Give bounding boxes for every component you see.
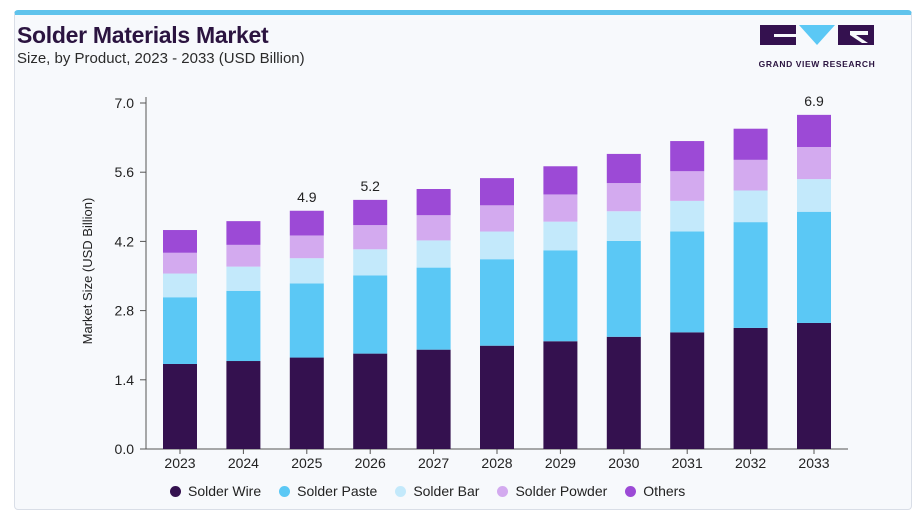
bar-segment — [416, 189, 451, 216]
x-tick-label: 2025 — [291, 455, 322, 471]
bar-segment — [163, 273, 197, 298]
chart-subtitle: Size, by Product, 2023 - 2033 (USD Billi… — [17, 50, 305, 67]
bar-segment — [606, 336, 641, 449]
x-tick-label: 2026 — [355, 455, 386, 471]
bar-segment — [733, 128, 768, 160]
x-tick-label: 2030 — [608, 455, 639, 471]
bar-segment — [797, 322, 831, 449]
data-label: 5.2 — [360, 178, 380, 194]
bar-segment — [480, 345, 514, 449]
bar-segment — [289, 258, 324, 284]
legend-swatch — [170, 485, 181, 497]
x-tick-label: 2029 — [545, 455, 576, 471]
bar-segment — [416, 240, 451, 268]
x-tick-label: 2027 — [418, 455, 449, 471]
y-tick-label: 1.4 — [115, 372, 135, 388]
y-tick-label: 2.8 — [115, 303, 135, 319]
x-tick-label: 2028 — [481, 455, 512, 471]
x-tick-label: 2024 — [228, 455, 259, 471]
bar-segment — [226, 221, 261, 245]
bar-segment — [289, 357, 324, 449]
data-label: 4.9 — [297, 189, 317, 205]
bar-segment — [416, 215, 451, 241]
x-tick-label: 2033 — [798, 455, 829, 471]
bar-segment — [670, 141, 705, 172]
bar-segment — [163, 297, 197, 364]
bar-segment — [163, 230, 197, 253]
legend-item: Others — [625, 483, 685, 499]
bar-segment — [543, 250, 578, 342]
bar-segment — [543, 194, 578, 222]
legend-swatch — [625, 485, 637, 497]
x-tick-label: 2032 — [735, 455, 766, 471]
x-tick-label: 2031 — [672, 455, 703, 471]
bar-segment — [606, 211, 641, 241]
bar-segment — [670, 200, 705, 232]
bar-segment — [797, 211, 831, 323]
bar-segment — [480, 178, 514, 206]
legend-label: Solder Powder — [515, 483, 608, 499]
y-tick-label: 7.0 — [115, 95, 135, 111]
bar-segment — [606, 240, 641, 337]
logo-mark-icon — [760, 25, 874, 45]
bar-segment — [543, 166, 578, 195]
bar-segment — [670, 231, 705, 333]
y-axis-label: Market Size (USD Billion) — [80, 198, 95, 345]
bar-segment — [606, 183, 641, 212]
bar-segment — [416, 267, 451, 350]
bar-segment — [226, 290, 261, 362]
bar-segment — [353, 249, 388, 276]
bar-segment — [797, 114, 831, 147]
legend-swatch — [279, 485, 291, 497]
bar-segment — [226, 244, 261, 267]
bar-segment — [289, 210, 324, 236]
bar-segment — [353, 353, 388, 449]
bar-segment — [543, 221, 578, 251]
bar-segment — [797, 146, 831, 180]
bar-segment — [353, 225, 388, 250]
bar-segment — [733, 190, 768, 223]
bar-segment — [733, 327, 768, 449]
legend-label: Solder Bar — [413, 483, 480, 499]
bar-segment — [226, 266, 261, 291]
legend-item: Solder Paste — [279, 483, 377, 499]
bar-segment — [480, 231, 514, 260]
y-tick-label: 5.6 — [115, 164, 135, 180]
bar-segment — [797, 179, 831, 212]
legend-label: Solder Paste — [297, 483, 378, 499]
bar-segment — [480, 259, 514, 346]
x-tick-label: 2023 — [164, 455, 195, 471]
bar-segment — [163, 252, 197, 274]
bar-segment — [353, 199, 388, 226]
grand-view-research-logo: GRAND VIEW RESEARCH — [752, 21, 882, 71]
legend-swatch — [497, 485, 509, 497]
bar-segment — [163, 363, 197, 449]
legend-item: Solder Wire — [170, 483, 261, 499]
bar-segment — [289, 235, 324, 259]
logo-text: GRAND VIEW RESEARCH — [758, 59, 876, 69]
bar-segment — [480, 205, 514, 232]
bar-segment — [670, 171, 705, 201]
legend-label: Others — [643, 483, 686, 499]
y-tick-label: 4.2 — [115, 233, 135, 249]
legend-label: Solder Wire — [188, 483, 262, 499]
legend-swatch — [395, 485, 407, 497]
stacked-bar-chart: 0.0 1.4 2.8 4.2 5.6 7.0 Market Size (USD Billi… — [80, 93, 848, 471]
bar-segment — [353, 275, 388, 354]
chart-title: Solder Materials Market — [17, 22, 269, 48]
bar-segment — [606, 153, 641, 184]
legend-item: Solder Bar — [395, 483, 479, 499]
bar-segment — [733, 159, 768, 191]
bar-segment — [289, 283, 324, 358]
chart-legend: Solder Wire Solder Paste Solder Bar Solder … — [170, 482, 685, 500]
bar-segment — [733, 222, 768, 328]
bar-segment — [670, 332, 705, 449]
bar-segment — [543, 341, 578, 449]
legend-item: Solder Powder — [497, 483, 607, 499]
bar-segment — [226, 361, 261, 449]
y-tick-label: 0.0 — [115, 441, 135, 457]
data-label: 6.9 — [804, 93, 824, 109]
bar-segment — [416, 349, 451, 449]
